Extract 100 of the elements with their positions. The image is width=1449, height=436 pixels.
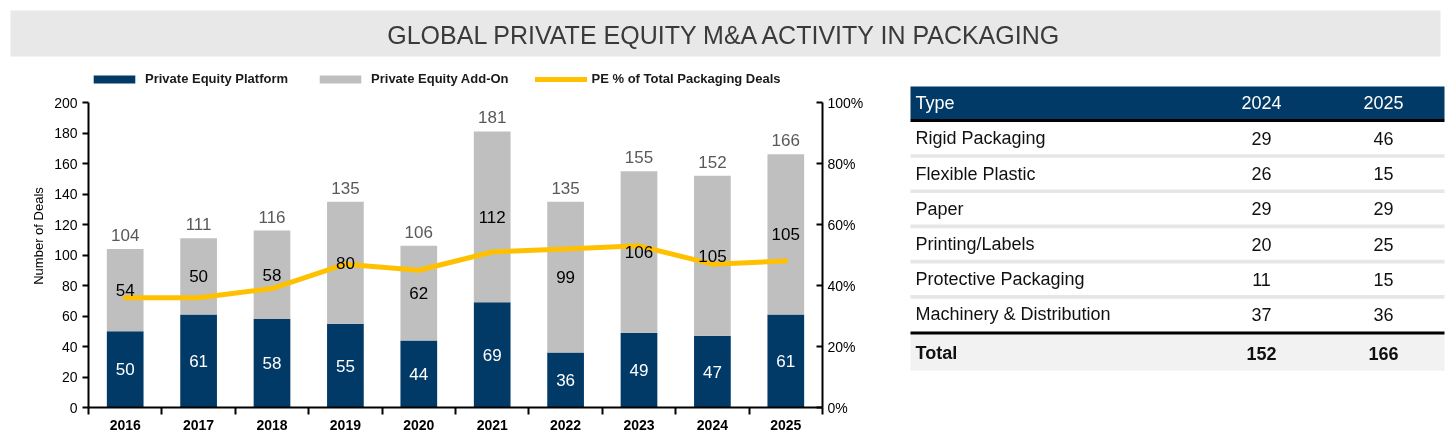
data-label: 15 bbox=[1373, 164, 1394, 185]
x-tick-label: 2016 bbox=[109, 416, 141, 433]
total-label: 135 bbox=[551, 178, 580, 198]
total-label: 116 bbox=[258, 207, 286, 227]
data-label: 29 bbox=[1251, 199, 1272, 220]
category-label: Paper bbox=[915, 198, 964, 219]
data-label: 50 bbox=[115, 360, 135, 380]
data-label: 112 bbox=[478, 207, 506, 227]
bar bbox=[620, 332, 658, 408]
x-tick-label: 2024 bbox=[696, 416, 729, 433]
y-tick-label: 80 bbox=[61, 277, 78, 294]
bar bbox=[473, 131, 511, 303]
y-tick-label: 120 bbox=[54, 216, 78, 233]
data-label: 29 bbox=[1251, 128, 1272, 149]
total-label: 106 bbox=[404, 222, 433, 242]
data-label: 15 bbox=[1373, 269, 1394, 290]
category-label: Flexible Plastic bbox=[915, 163, 1036, 184]
data-label: 36 bbox=[1373, 304, 1394, 325]
bar bbox=[327, 201, 364, 324]
x-tick-label: 2025 bbox=[770, 416, 802, 433]
data-label: 61 bbox=[776, 351, 796, 371]
x-tick-label: 2022 bbox=[550, 416, 582, 433]
data-label: 54 bbox=[115, 281, 135, 301]
y-tick-label: 140 bbox=[54, 186, 78, 202]
data-label: 105 bbox=[771, 225, 800, 245]
text: Type bbox=[915, 92, 955, 113]
bar bbox=[547, 352, 584, 408]
x-tick-label: 2018 bbox=[256, 416, 288, 433]
bar bbox=[473, 302, 511, 408]
y-tick-label: 0 bbox=[69, 399, 78, 416]
legend-label: Private Equity Add-On bbox=[371, 71, 509, 86]
bar bbox=[180, 314, 217, 408]
legend-label: Private Equity Platform bbox=[145, 71, 289, 86]
y2-tick-label: 100% bbox=[827, 94, 864, 111]
y-tick-label: 160 bbox=[54, 155, 78, 172]
data-label: 49 bbox=[629, 361, 649, 381]
total-label: 135 bbox=[331, 178, 360, 198]
y-tick-label: 200 bbox=[54, 94, 78, 111]
text: 2024 bbox=[1241, 93, 1282, 114]
data-label: 62 bbox=[409, 284, 429, 304]
data-label: 58 bbox=[262, 354, 282, 374]
y-tick-label: 180 bbox=[54, 125, 78, 141]
x-tick-label: 2023 bbox=[623, 416, 655, 433]
y2-tick-label: 0% bbox=[827, 399, 848, 416]
data-label: 20 bbox=[1251, 234, 1272, 255]
data-label: 37 bbox=[1251, 304, 1272, 325]
category-label: Printing/Labels bbox=[915, 234, 1035, 255]
bar bbox=[620, 171, 658, 333]
x-tick-label: 2021 bbox=[476, 416, 508, 433]
bar bbox=[767, 154, 805, 315]
data-label: 46 bbox=[1373, 128, 1394, 149]
y-tick-label: 60 bbox=[61, 308, 78, 324]
total-label: 166 bbox=[771, 131, 800, 151]
data-label: 11 bbox=[1252, 269, 1271, 290]
data-label: 99 bbox=[556, 268, 576, 288]
bar bbox=[694, 175, 731, 336]
bar bbox=[547, 201, 584, 353]
bar bbox=[767, 314, 805, 408]
bar bbox=[400, 245, 438, 341]
total-label: 181 bbox=[478, 108, 507, 128]
text: 2025 bbox=[1363, 93, 1404, 114]
bar bbox=[694, 335, 731, 408]
total-label: 155 bbox=[624, 148, 654, 168]
y2-tick-label: 40% bbox=[827, 277, 856, 294]
data-label: 50 bbox=[189, 267, 209, 287]
data-label: 29 bbox=[1373, 199, 1394, 220]
bar bbox=[106, 331, 144, 408]
y2-tick-label: 20% bbox=[827, 338, 856, 355]
legend-label: PE % of Total Packaging Deals bbox=[591, 71, 781, 86]
data-label: 69 bbox=[482, 345, 502, 365]
data-label: 58 bbox=[262, 265, 282, 285]
y-tick-label: 100 bbox=[54, 247, 78, 263]
data-label: 152 bbox=[1246, 343, 1277, 364]
x-tick-label: 2020 bbox=[403, 416, 435, 433]
data-label: 44 bbox=[409, 364, 429, 384]
bar bbox=[106, 248, 144, 332]
x-tick-label: 2017 bbox=[183, 416, 215, 433]
data-label: 105 bbox=[698, 246, 727, 266]
data-label: 26 bbox=[1251, 164, 1272, 185]
category-label: Protective Packaging bbox=[915, 269, 1085, 290]
data-label: 47 bbox=[702, 362, 722, 382]
y-axis-title: Number of Deals bbox=[31, 186, 47, 285]
total-label: 111 bbox=[185, 215, 212, 235]
chart-title: GLOBAL PRIVATE EQUITY M&A ACTIVITY IN PACKAGING bbox=[387, 20, 1060, 49]
data-label: 106 bbox=[624, 242, 654, 262]
total-label: 152 bbox=[698, 152, 727, 172]
y2-tick-label: 60% bbox=[827, 216, 856, 233]
category-label: Rigid Packaging bbox=[915, 128, 1046, 149]
bar bbox=[253, 319, 291, 408]
data-label: 61 bbox=[189, 351, 209, 371]
y-tick-label: 20 bbox=[61, 369, 78, 385]
bar bbox=[327, 323, 364, 408]
y2-tick-label: 80% bbox=[827, 155, 856, 172]
y-tick-label: 40 bbox=[61, 338, 78, 355]
bar bbox=[400, 340, 438, 408]
total-label: 104 bbox=[111, 225, 140, 245]
data-label: 36 bbox=[556, 371, 576, 391]
data-label: 55 bbox=[335, 356, 355, 376]
category-label: Machinery & Distribution bbox=[915, 304, 1111, 325]
x-tick-label: 2019 bbox=[329, 416, 362, 433]
